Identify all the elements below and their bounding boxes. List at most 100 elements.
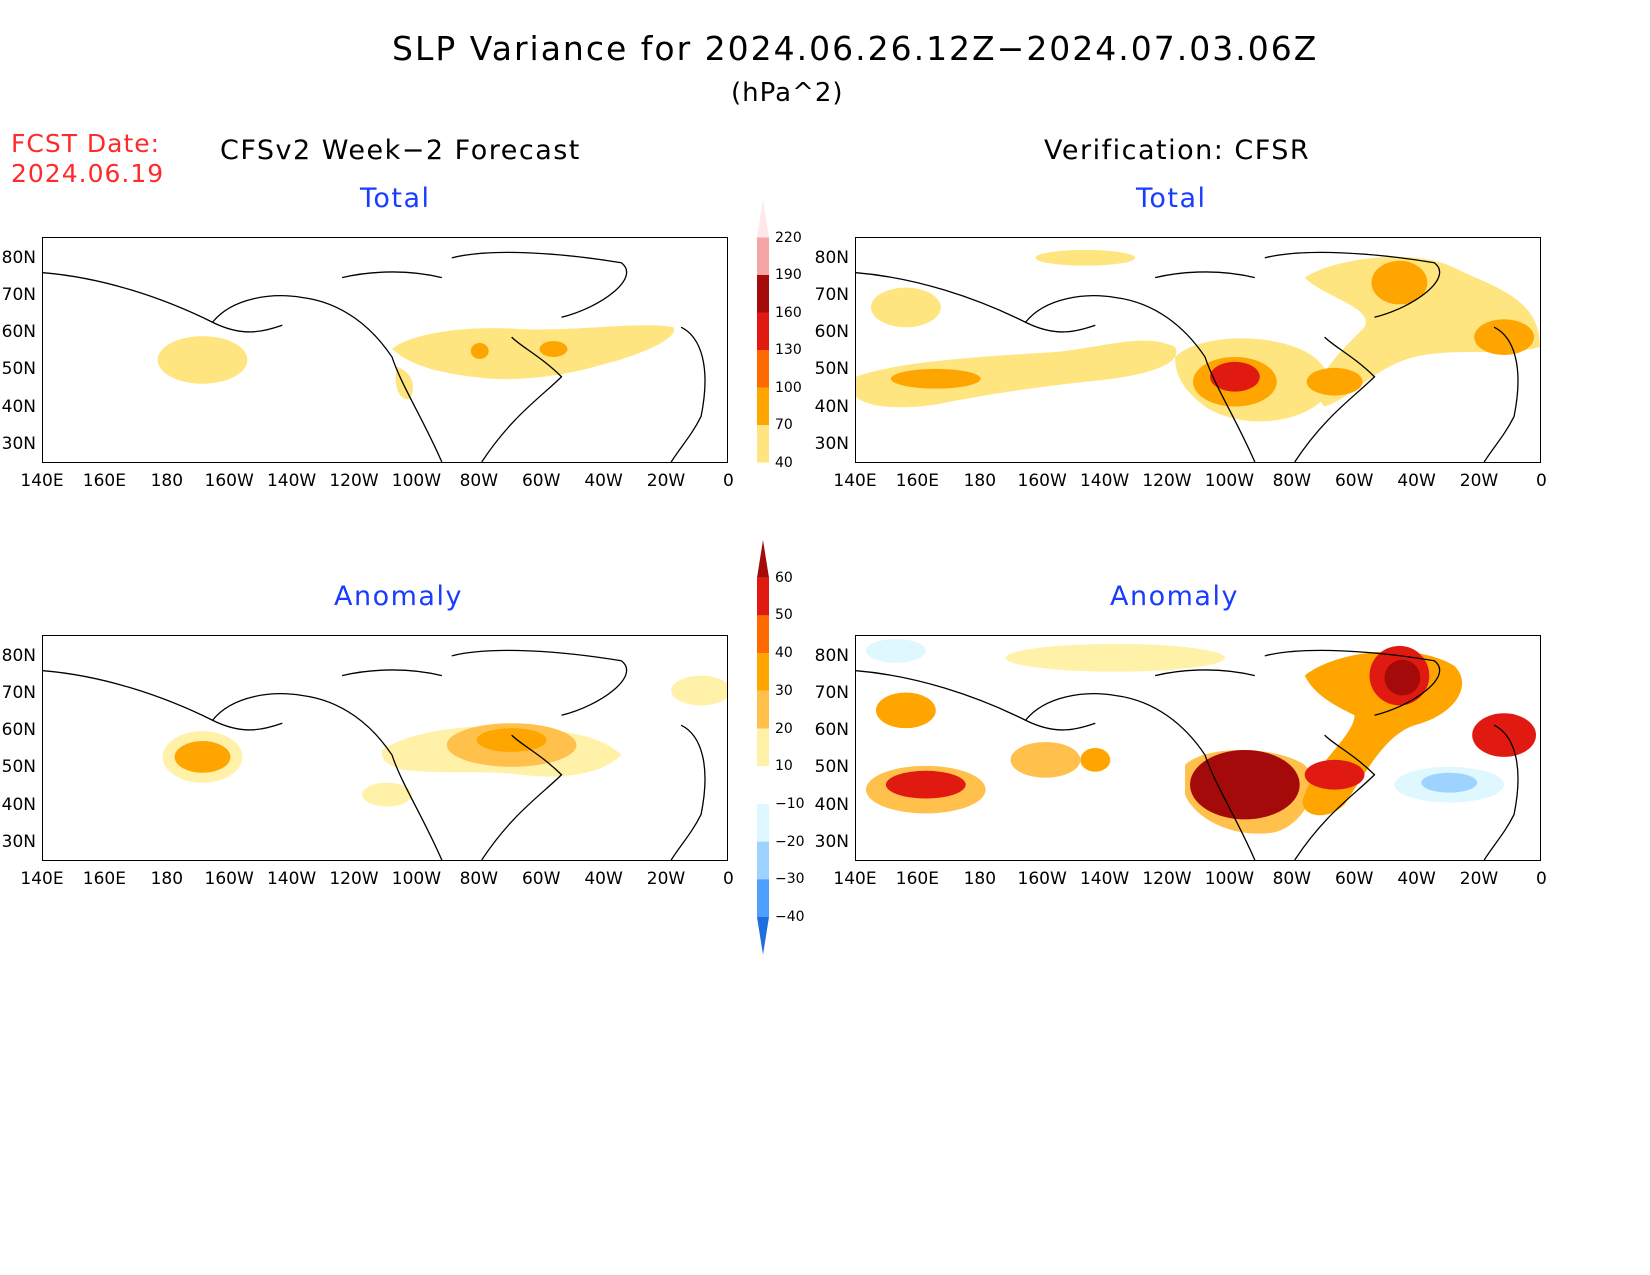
lon-label: 20W — [646, 471, 686, 491]
lon-label: 160W — [1017, 869, 1067, 889]
lon-label: 120W — [1142, 471, 1192, 491]
colorbar-swatch — [757, 690, 769, 729]
lat-label: 50N — [814, 757, 849, 777]
lat-label: 40N — [1, 397, 36, 417]
variance-blob — [470, 343, 489, 359]
lat-label: 60N — [814, 720, 849, 740]
lon-label: 100W — [1204, 471, 1255, 491]
lat-label: 30N — [1, 832, 36, 852]
lon-label: 180 — [150, 471, 184, 491]
lon-label: 40W — [584, 869, 623, 889]
lat-label: 70N — [814, 683, 849, 703]
lon-label: 180 — [963, 471, 997, 491]
variance-blob — [1304, 759, 1365, 790]
lon-label: 180 — [963, 869, 997, 889]
lon-label: 120W — [1142, 869, 1192, 889]
map-fcst-total-svg — [43, 251, 706, 462]
colorbar-level-label: 60 — [775, 569, 793, 586]
lon-label: 0 — [722, 471, 734, 491]
units-label: (hPa^2) — [731, 78, 844, 108]
variance-blob — [885, 770, 966, 799]
lon-label: 100W — [1204, 869, 1255, 889]
variance-blob — [1371, 260, 1428, 305]
lon-label: 80W — [459, 471, 499, 491]
variance-blob — [1010, 742, 1081, 778]
colorbar-level-label: −20 — [775, 833, 805, 850]
lat-label: 70N — [1, 285, 36, 305]
lon-label: 160E — [82, 869, 126, 889]
lon-label: 100W — [391, 869, 442, 889]
coastline — [43, 649, 706, 860]
colorbar-level-label: 130 — [775, 342, 802, 358]
variance-blob — [1005, 643, 1225, 672]
variance-blob — [870, 287, 941, 328]
variance-blob — [1474, 319, 1535, 355]
variance-blob — [1304, 256, 1540, 407]
lat-label: 40N — [814, 397, 849, 417]
lon-label: 120W — [329, 869, 379, 889]
lat-label: 60N — [1, 720, 36, 740]
colorbar-level-label: 190 — [775, 267, 802, 283]
colorbar-swatch — [757, 841, 769, 880]
panel-title-fcst-total: Total — [360, 183, 431, 214]
colorbar-swatches — [757, 540, 769, 955]
variance-blob — [1472, 713, 1537, 757]
variance-blob — [856, 340, 1177, 408]
coastline — [856, 251, 1519, 462]
colorbar-total: 220 190 160 130 100 70 40 — [755, 200, 815, 500]
variance-blob — [362, 782, 412, 807]
map-panel-verification-total — [855, 237, 1541, 463]
lon-label: 140E — [20, 471, 64, 491]
lon-label: 80W — [1272, 471, 1312, 491]
variance-blob — [1035, 249, 1136, 266]
lon-label: 40W — [584, 471, 623, 491]
colorbar-swatch — [757, 653, 769, 691]
lon-label: 140E — [833, 471, 877, 491]
map-panel-forecast-total — [42, 237, 728, 463]
colorbar-level-label: 40 — [775, 454, 793, 471]
lat-label: 40N — [814, 795, 849, 815]
variance-blob — [1190, 749, 1300, 820]
variance-blob — [476, 728, 547, 752]
lon-label: 120W — [329, 471, 379, 491]
map-verif-anomaly-svg — [856, 638, 1537, 860]
colorbar-level-label: 70 — [775, 417, 793, 433]
colorbar-swatch — [757, 350, 769, 388]
colorbar-swatch — [757, 275, 769, 313]
panel-title-verif-anomaly: Anomaly — [1110, 581, 1239, 612]
lon-label: 160E — [895, 471, 939, 491]
variance-blob — [1421, 772, 1478, 793]
lon-label: 40W — [1397, 869, 1436, 889]
colorbar-level-label: −40 — [775, 909, 805, 925]
panel-title-fcst-anomaly: Anomaly — [334, 581, 463, 612]
variance-blob — [1384, 659, 1421, 696]
lon-label: 160W — [204, 471, 254, 491]
coastline — [43, 251, 706, 462]
lat-label: 30N — [814, 434, 849, 454]
lat-label: 50N — [1, 757, 36, 777]
figure-title: SLP Variance for 2024.06.26.12Z−2024.07.… — [392, 29, 1319, 68]
colorbar-swatch — [757, 577, 769, 616]
lat-label: 80N — [814, 248, 849, 268]
colorbar-level-label: −10 — [775, 795, 805, 812]
map-panel-forecast-anomaly — [42, 635, 728, 861]
colorbar-swatch — [757, 879, 769, 917]
lat-label: 80N — [1, 646, 36, 666]
lat-label: 70N — [814, 285, 849, 305]
colorbar-level-label: 10 — [775, 758, 793, 775]
variance-blob — [1209, 361, 1260, 392]
variance-blob — [539, 341, 568, 357]
lon-label: 60W — [1334, 471, 1374, 491]
colorbar-swatch — [757, 728, 769, 767]
colorbar-level-label: 220 — [775, 229, 802, 246]
lon-label: 20W — [1459, 471, 1499, 491]
lon-label: 0 — [1535, 869, 1547, 889]
variance-blob — [391, 325, 675, 380]
lon-label: 20W — [1459, 869, 1499, 889]
lat-label: 50N — [814, 359, 849, 379]
colorbar-level-label: 40 — [775, 645, 793, 662]
lon-label: 40W — [1397, 471, 1436, 491]
coastline — [856, 649, 1519, 860]
lon-label: 160W — [204, 869, 254, 889]
colorbar-swatch — [757, 615, 769, 654]
